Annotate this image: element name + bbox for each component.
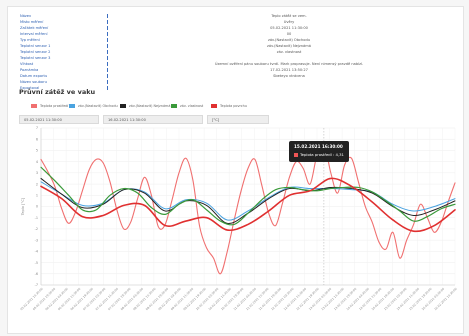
y-tick-label: 1 (36, 193, 38, 197)
info-row: Začátek měření 05.02.2021 11:30:00 (8, 25, 463, 31)
info-separator (107, 86, 108, 90)
surface-series-line (40, 177, 456, 233)
info-row: Teplotní senzor 1 záv.(Nastavit) Nejznámá (8, 43, 463, 49)
report-sheet: Název Teplo zátěž se vem. Místo měření Uvěr… (7, 6, 464, 334)
info-separator (107, 38, 108, 42)
y-tick-label: -7 (35, 283, 38, 287)
y-tick-label: 5 (36, 149, 38, 153)
y-tick-label: 2 (36, 182, 38, 186)
info-row: Typ měření záv.(Nastavit) Obchodu (8, 37, 463, 43)
legend-label: Teplota prostředí (40, 104, 69, 108)
info-value: 00 (286, 32, 292, 36)
info-separator (107, 56, 108, 60)
info-separator (107, 20, 108, 24)
chart-legend: Teplota prostředí záv.(Nastavit) Obchodu z… (19, 102, 439, 110)
y-tick-label: 7 (36, 126, 38, 130)
info-row: Datum exportu Sbeteyo vtrácena (8, 73, 463, 79)
chart-series (40, 142, 456, 275)
info-value: Územní ověření pánu souboru tvrdí. Mark … (214, 62, 364, 66)
info-label: Teplotní senzor 3 (20, 56, 51, 60)
legend-label: Teplota povrchu (220, 104, 247, 108)
y-tick-label: 3 (36, 171, 38, 175)
y-tick-label: -6 (35, 272, 38, 276)
unit-value: [°C] (212, 118, 220, 122)
info-label: Typ měření (20, 38, 40, 42)
x-tick-label: 16.02.2021 11:30:00 (433, 287, 457, 311)
legend-label: záv.(Nastavit) Obchodu (78, 104, 118, 108)
legend-label: záv.(Nastavit) Nejznámá (129, 104, 171, 108)
legend-label: záv. vlastnost (180, 104, 204, 108)
info-row: Teplotní senzor 3 (8, 55, 463, 61)
info-separator (107, 68, 108, 72)
info-value: Sbeteyo vtrácena (273, 74, 305, 78)
info-value: 05.02.2021 11:30:00 (270, 26, 308, 30)
info-value: Uvěry (283, 20, 295, 24)
tooltip-value: Teplota prostředí : 4,31 (300, 152, 344, 157)
chart-tooltip: 15.02.2021 16:30:00 Teplota prostředí : … (289, 141, 349, 162)
date-to-value: 16.02.2021 11:30:00 (108, 118, 146, 122)
y-tick-label: -5 (35, 261, 38, 265)
info-label: Místo měření (20, 20, 44, 24)
sensor2-series-line (40, 177, 456, 224)
info-value: záv.(Nastavit) Nejznámá (267, 44, 311, 48)
info-label: Exportoval (20, 86, 40, 90)
y-axis-title: Teplo [°C] (21, 197, 25, 216)
sensor3-series-line (40, 166, 456, 226)
y-tick-label: -1 (35, 216, 38, 220)
info-value: záv. vlastnost (276, 50, 302, 54)
y-tick-label: 0 (36, 205, 38, 209)
info-label: Poznámka (20, 68, 39, 72)
info-separator (107, 32, 108, 36)
info-row: Místo měření Uvěry (8, 19, 463, 25)
tooltip-title: 15.02.2021 16:30:00 (294, 144, 343, 149)
info-separator (107, 44, 108, 48)
chart-grid (40, 127, 456, 286)
y-tick-label: -4 (35, 250, 38, 254)
section-title: Průvní zátěž ve vaku (19, 88, 96, 96)
info-row: Teplotní senzor 2 záv. vlastnost (8, 49, 463, 55)
info-row: Interval měření 00 (8, 31, 463, 37)
info-separator (107, 50, 108, 54)
tooltip-swatch (294, 153, 298, 157)
info-separator (107, 26, 108, 30)
info-label: Název souboru (20, 80, 47, 84)
ambient-series-line (40, 142, 456, 275)
info-label: Datum exportu (20, 74, 48, 78)
info-separator (107, 62, 108, 66)
legend-swatch (171, 104, 177, 108)
legend-swatch (31, 104, 37, 108)
unit-field[interactable]: [°C] (207, 115, 269, 124)
y-tick-label: 6 (36, 137, 38, 141)
info-label: Teplotní senzor 1 (20, 44, 51, 48)
info-value: 17.02.2021 13:50:27 (270, 68, 308, 72)
info-row: Vlhkost Územní ověření pánu souboru tvrdí… (8, 61, 463, 67)
info-label: Název (20, 14, 32, 18)
date-from-field[interactable]: 05.02.2021 11:30:00 (19, 115, 99, 124)
date-from-value: 05.02.2021 11:30:00 (24, 118, 62, 122)
y-tick-label: -2 (35, 227, 38, 231)
info-label: Interval měření (20, 32, 48, 36)
legend-swatch (211, 104, 217, 108)
sensor1-series-line (40, 181, 456, 221)
info-separator (107, 14, 108, 18)
info-label: Začátek měření (20, 26, 49, 30)
info-row: Název souboru (8, 79, 463, 85)
info-separator (107, 74, 108, 78)
date-to-field[interactable]: 16.02.2021 11:30:00 (103, 115, 203, 124)
y-tick-label: 4 (36, 160, 38, 164)
info-value: Teplo zátěž se vem. (271, 14, 307, 18)
info-row: Exportoval (8, 85, 463, 91)
info-separator (107, 80, 108, 84)
info-row: Poznámka 17.02.2021 13:50:27 (8, 67, 463, 73)
legend-swatch (69, 104, 75, 108)
info-value: záv.(Nastavit) Obchodu (267, 38, 311, 42)
y-tick-label: -3 (35, 238, 38, 242)
legend-swatch (120, 104, 126, 108)
info-row: Název Teplo zátěž se vem. (8, 13, 463, 19)
info-label: Vlhkost (20, 62, 34, 66)
info-label: Teplotní senzor 2 (20, 50, 51, 54)
